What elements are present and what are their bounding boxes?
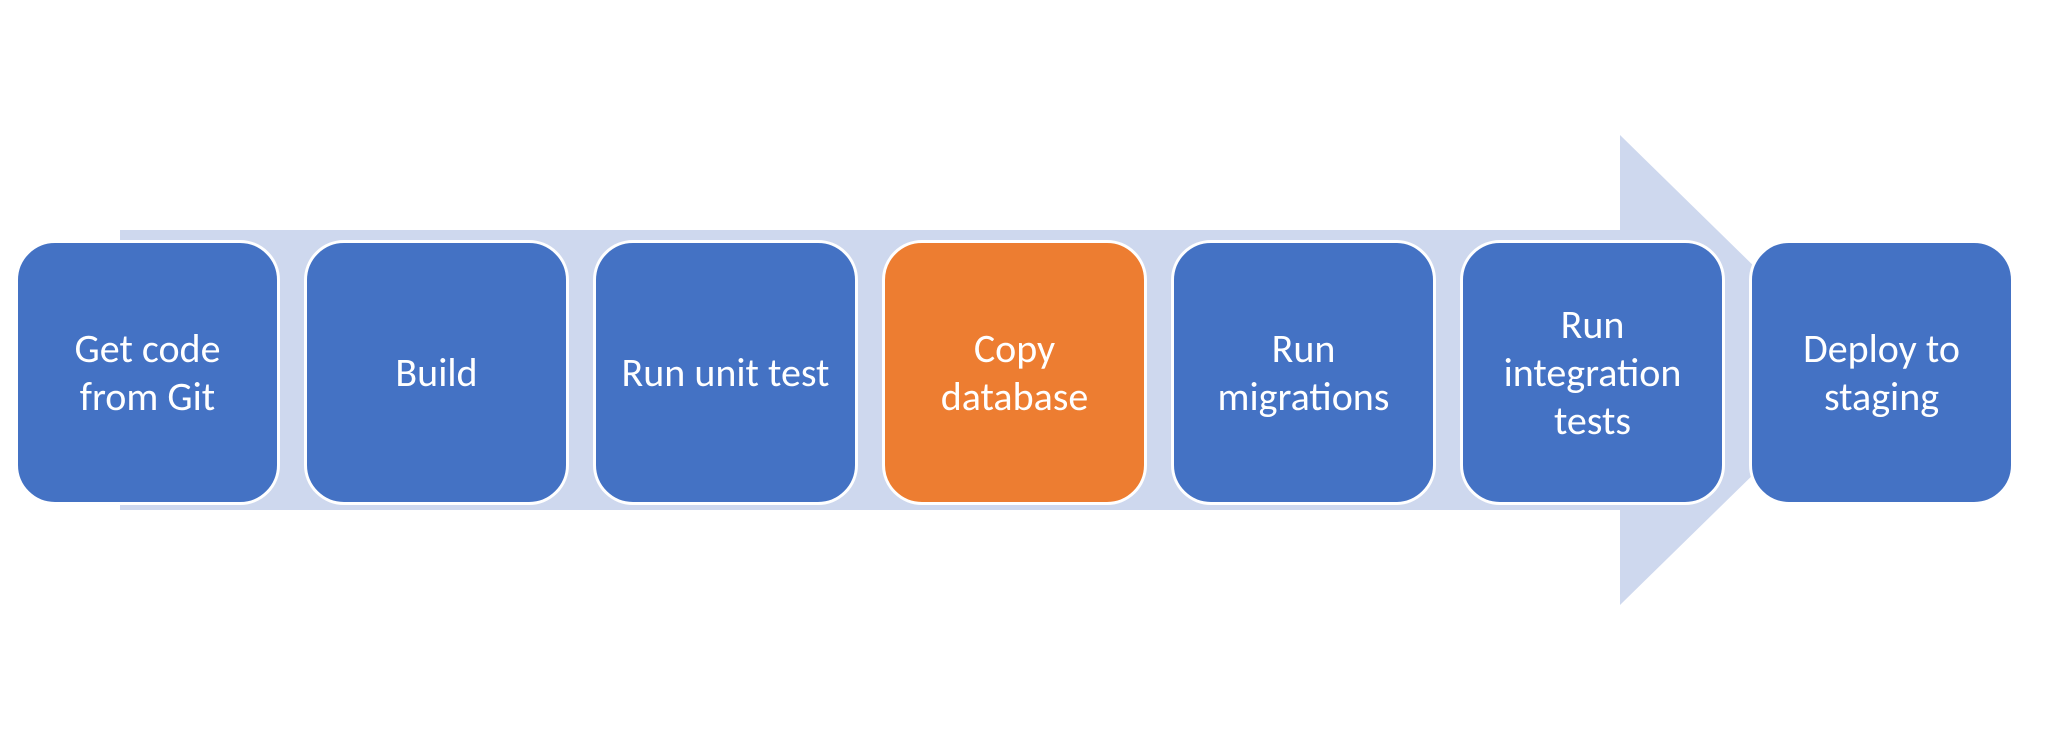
step-integration-tests: Run integration tests: [1460, 240, 1725, 505]
step-unit-test: Run unit test: [593, 240, 858, 505]
pipeline-diagram: Get code from Git Build Run unit test Co…: [0, 0, 2051, 735]
step-label: Run unit test: [622, 349, 830, 397]
step-copy-database: Copy database: [882, 240, 1147, 505]
step-build: Build: [304, 240, 569, 505]
step-get-code: Get code from Git: [15, 240, 280, 505]
step-label: Run integration tests: [1483, 301, 1702, 445]
step-label: Deploy to staging: [1772, 325, 1991, 421]
step-label: Get code from Git: [38, 325, 257, 421]
step-label: Copy database: [905, 325, 1124, 421]
step-label: Build: [395, 349, 477, 397]
step-deploy-staging: Deploy to staging: [1749, 240, 2014, 505]
step-migrations: Run migrations: [1171, 240, 1436, 505]
steps-row: Get code from Git Build Run unit test Co…: [15, 240, 2014, 505]
step-label: Run migrations: [1194, 325, 1413, 421]
